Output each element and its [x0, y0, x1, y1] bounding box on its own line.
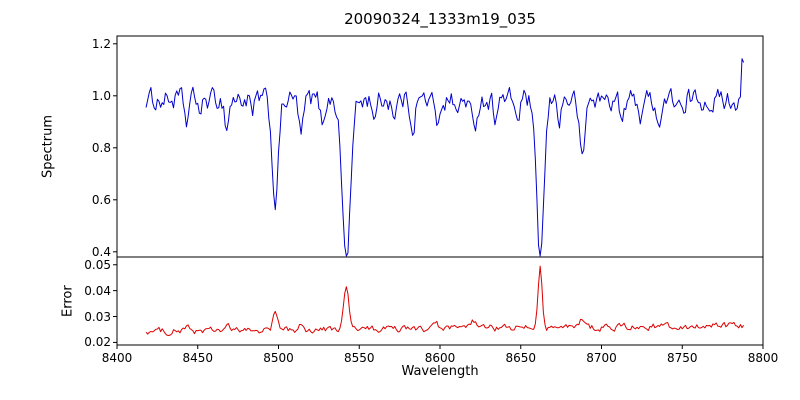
chart-title: 20090324_1333m19_035 [344, 10, 536, 28]
spectrum-line [145, 58, 745, 257]
x-axis-label: Wavelength [401, 364, 479, 379]
error-line [145, 265, 745, 337]
spectrum-axes-frame [116, 35, 764, 258]
